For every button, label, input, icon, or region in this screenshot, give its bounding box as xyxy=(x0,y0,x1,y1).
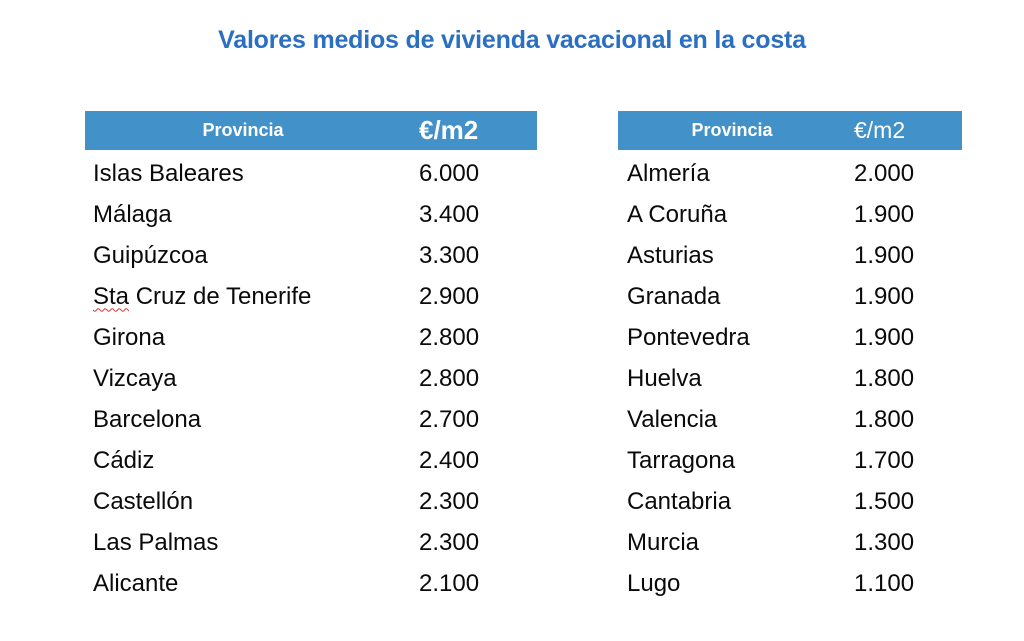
value-cell: 6.000 xyxy=(419,159,480,187)
value-cell: 2.000 xyxy=(854,159,915,187)
table-row: Málaga 3.400 xyxy=(85,194,537,235)
province-cell: Almería xyxy=(627,159,710,187)
table-right-rows: Almería 2.000 A Coruña 1.900 Asturias 1.900 Gr… xyxy=(618,150,962,604)
table-row: Murcia 1.300 xyxy=(618,522,962,563)
province-cell: Las Palmas xyxy=(93,528,219,556)
table-row: Alicante 2.100 xyxy=(85,563,537,604)
table-row: Islas Baleares 6.000 xyxy=(85,153,537,194)
table-row: Pontevedra 1.900 xyxy=(618,317,962,358)
value-cell: 1.900 xyxy=(854,282,915,310)
table-right-header: Provincia €/m2 xyxy=(618,111,962,150)
table-row: Valencia 1.800 xyxy=(618,399,962,440)
province-cell: Asturias xyxy=(627,241,714,269)
value-cell: 2.700 xyxy=(419,405,480,433)
table-row: Las Palmas 2.300 xyxy=(85,522,537,563)
price-table-left: Provincia €/m2 Islas Baleares 6.000 Málaga… xyxy=(85,111,537,604)
value-cell: 1.500 xyxy=(854,487,915,515)
spellcheck-underlined-word: Sta xyxy=(93,282,130,310)
table-row: Huelva 1.800 xyxy=(618,358,962,399)
province-cell: Barcelona xyxy=(93,405,202,433)
value-cell: 1.900 xyxy=(854,241,915,269)
value-cell: 3.300 xyxy=(419,241,480,269)
table-row: Castellón 2.300 xyxy=(85,481,537,522)
province-cell: Valencia xyxy=(627,405,718,433)
table-row: Lugo 1.100 xyxy=(618,563,962,604)
value-cell: 2.800 xyxy=(419,323,480,351)
province-cell: Tarragona xyxy=(627,446,736,474)
table-row: Sta Cruz de Tenerife 2.900 xyxy=(85,276,537,317)
value-cell: 2.400 xyxy=(419,446,480,474)
value-cell: 3.400 xyxy=(419,200,480,228)
value-cell: 1.300 xyxy=(854,528,915,556)
table-left-header: Provincia €/m2 xyxy=(85,111,537,150)
table-row: Tarragona 1.700 xyxy=(618,440,962,481)
table-row: Cádiz 2.400 xyxy=(85,440,537,481)
table-row: Granada 1.900 xyxy=(618,276,962,317)
value-cell: 1.700 xyxy=(854,446,915,474)
table-row: Almería 2.000 xyxy=(618,153,962,194)
value-cell: 2.100 xyxy=(419,569,480,597)
province-cell: Islas Baleares xyxy=(93,159,244,187)
column-header-eur-m2: €/m2 xyxy=(419,115,479,145)
value-cell: 2.800 xyxy=(419,364,480,392)
value-cell: 1.900 xyxy=(854,323,915,351)
province-cell: Murcia xyxy=(627,528,700,556)
column-header-provincia: Provincia xyxy=(691,120,773,140)
value-cell: 1.900 xyxy=(854,200,915,228)
province-cell: Huelva xyxy=(627,364,702,392)
column-header-provincia: Provincia xyxy=(202,120,284,140)
table-row: Girona 2.800 xyxy=(85,317,537,358)
table-row: Vizcaya 2.800 xyxy=(85,358,537,399)
value-cell: 1.800 xyxy=(854,405,915,433)
province-cell: Alicante xyxy=(93,569,179,597)
price-table-right: Provincia €/m2 Almería 2.000 A Coruña 1.900… xyxy=(618,111,962,604)
province-cell: Málaga xyxy=(93,200,172,228)
table-row: Barcelona 2.700 xyxy=(85,399,537,440)
province-cell: Guipúzcoa xyxy=(93,241,208,269)
province-cell: Sta Cruz de Tenerife xyxy=(93,282,312,310)
column-header-eur-m2: €/m2 xyxy=(854,117,906,143)
page-title: Valores medios de vivienda vacacional en… xyxy=(218,26,806,54)
table-row: A Coruña 1.900 xyxy=(618,194,962,235)
province-cell: A Coruña xyxy=(627,200,728,228)
province-cell: Granada xyxy=(627,282,721,310)
value-cell: 2.300 xyxy=(419,487,480,515)
value-cell: 2.300 xyxy=(419,528,480,556)
table-row: Asturias 1.900 xyxy=(618,235,962,276)
value-cell: 1.100 xyxy=(854,569,915,597)
province-cell: Pontevedra xyxy=(627,323,750,351)
table-row: Guipúzcoa 3.300 xyxy=(85,235,537,276)
province-cell: Lugo xyxy=(627,569,681,597)
province-cell: Girona xyxy=(93,323,166,351)
table-left-rows: Islas Baleares 6.000 Málaga 3.400 Guipúzcoa 3… xyxy=(85,150,537,604)
province-cell: Castellón xyxy=(93,487,194,515)
table-row: Cantabria 1.500 xyxy=(618,481,962,522)
value-cell: 2.900 xyxy=(419,282,480,310)
province-cell: Cantabria xyxy=(627,487,732,515)
province-cell: Vizcaya xyxy=(93,364,177,392)
province-cell: Cádiz xyxy=(93,446,155,474)
value-cell: 1.800 xyxy=(854,364,915,392)
